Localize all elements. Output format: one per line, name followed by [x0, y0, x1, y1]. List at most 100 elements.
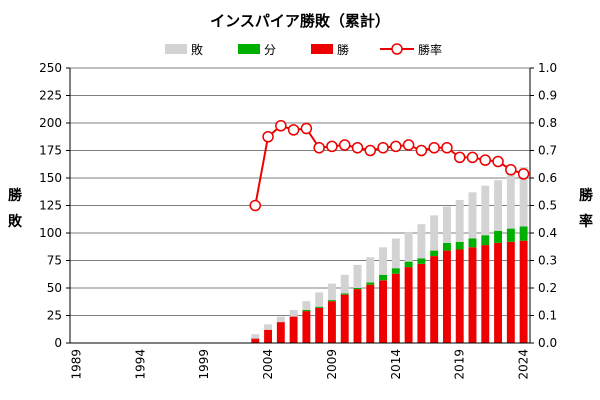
legend-swatch-敗	[165, 44, 187, 54]
bar-分-2024	[519, 226, 528, 241]
x-tick-label-2014: 2014	[389, 349, 403, 380]
win-rate-point-2019	[453, 151, 466, 164]
bar-分-2011	[353, 288, 362, 290]
x-tick-label-2019: 2019	[453, 349, 467, 380]
y-right-tick-label: 0.9	[538, 89, 557, 103]
win-rate-point-2007	[300, 122, 313, 135]
legend-label-勝率: 勝率	[418, 42, 442, 57]
bar-分-2010	[340, 293, 349, 295]
bar-分-2021	[481, 235, 490, 246]
legend-swatch-分	[238, 44, 260, 54]
y-right-label-char: 率	[579, 213, 593, 230]
x-tick-label-2024: 2024	[517, 349, 531, 380]
bar-勝-2019	[455, 249, 464, 343]
bar-勝-2009	[327, 301, 336, 343]
win-rate-point-2012	[364, 144, 377, 157]
bar-分-2019	[455, 241, 464, 250]
bar-勝-2004	[264, 329, 273, 343]
legend-label-分: 分	[264, 43, 276, 57]
y-left-tick-label: 125	[39, 199, 62, 213]
bar-勝-2003	[251, 338, 260, 343]
y-right-tick-label: 0.2	[538, 281, 557, 295]
legend: 敗 分 勝 勝率	[165, 42, 442, 57]
bar-勝-2012	[366, 284, 375, 343]
bar-勝-2021	[481, 245, 490, 343]
legend-label-勝: 勝	[337, 42, 349, 57]
win-rate-point-2016	[415, 144, 428, 157]
win-rate-point-2023	[505, 164, 517, 176]
y-left-label-char: 勝	[8, 187, 23, 204]
bar-分-2013	[379, 274, 388, 281]
y-left-tick-label: 25	[47, 309, 62, 323]
bar-勝-2023	[506, 241, 515, 343]
bar-勝-2014	[391, 273, 400, 343]
legend-marker-swatch	[391, 43, 403, 55]
x-tick-label-2004: 2004	[261, 349, 275, 380]
win-rate-point-2015	[402, 139, 415, 151]
y-right-tick-label: 0.7	[538, 144, 557, 158]
win-rate-point-2006	[287, 124, 300, 136]
bar-敗-2012	[366, 257, 375, 283]
x-tick-label-1994: 1994	[133, 349, 147, 380]
y-right-tick-label: 0.6	[538, 171, 557, 185]
bar-分-2020	[468, 238, 477, 248]
bar-分-2016	[417, 258, 426, 264]
y-left-tick-label: 200	[39, 116, 62, 130]
bar-勝-2006	[289, 316, 298, 343]
win-rate-point-2010	[338, 139, 351, 151]
bar-敗-2014	[391, 238, 400, 269]
bar-勝-2011	[353, 289, 362, 343]
y-left-label-char: 敗	[8, 213, 23, 230]
y-axis-right-label: 勝率	[579, 187, 594, 230]
win-rate-point-2011	[351, 142, 364, 154]
bar-敗-2010	[340, 274, 349, 294]
y-left-tick-label: 75	[47, 254, 62, 268]
chart-title: インスパイア勝敗（累計）	[210, 12, 390, 30]
win-rate-point-2020	[466, 151, 479, 164]
axes	[66, 67, 534, 344]
bar-敗-2006	[289, 310, 298, 317]
bar-敗-2018	[442, 206, 451, 243]
y-left-tick-label: 175	[39, 144, 62, 158]
win-rate-point-2024	[517, 168, 530, 180]
bar-勝-2022	[494, 242, 503, 343]
y-right-tick-label: 0.0	[538, 336, 557, 350]
win-rate-point-2014	[390, 140, 402, 153]
bar-敗-2020	[468, 192, 477, 239]
bars	[251, 167, 528, 343]
bar-敗-2017	[430, 215, 439, 251]
bar-勝-2007	[302, 311, 311, 343]
bar-敗-2011	[353, 264, 362, 288]
bar-敗-2004	[264, 324, 273, 330]
bar-勝-2010	[340, 294, 349, 343]
bar-分-2017	[430, 250, 439, 257]
win-rate-point-2021	[479, 154, 492, 166]
win-rate-line	[249, 120, 530, 212]
legend-swatch-勝	[311, 44, 333, 54]
bar-敗-2015	[404, 231, 413, 262]
bar-勝-2017	[430, 256, 439, 343]
win-rate-point-2009	[326, 140, 338, 153]
win-rate-point-2004	[262, 131, 274, 143]
bar-勝-2024	[519, 240, 528, 343]
bar-敗-2016	[417, 224, 426, 259]
y-right-label-char: 勝	[579, 187, 594, 204]
bar-勝-2018	[442, 250, 451, 343]
bar-敗-2007	[302, 301, 311, 310]
y-left-tick-label: 225	[39, 89, 62, 103]
bar-敗-2013	[379, 247, 388, 275]
y-right-tick-label: 0.5	[538, 199, 557, 213]
x-tick-label-2009: 2009	[325, 349, 339, 380]
bar-分-2008	[315, 306, 324, 308]
y-left-tick-label: 50	[47, 281, 62, 295]
bar-勝-2005	[276, 322, 285, 343]
bar-分-2022	[494, 230, 503, 243]
y-left-tick-label: 100	[39, 226, 62, 240]
gridlines	[70, 67, 530, 316]
bar-敗-2009	[327, 283, 336, 301]
legend-label-敗: 敗	[191, 42, 203, 57]
bar-勝-2016	[417, 263, 426, 343]
bar-分-2015	[404, 261, 413, 268]
x-tick-label-1989: 1989	[69, 349, 83, 380]
y-left-tick-label: 150	[39, 171, 62, 185]
